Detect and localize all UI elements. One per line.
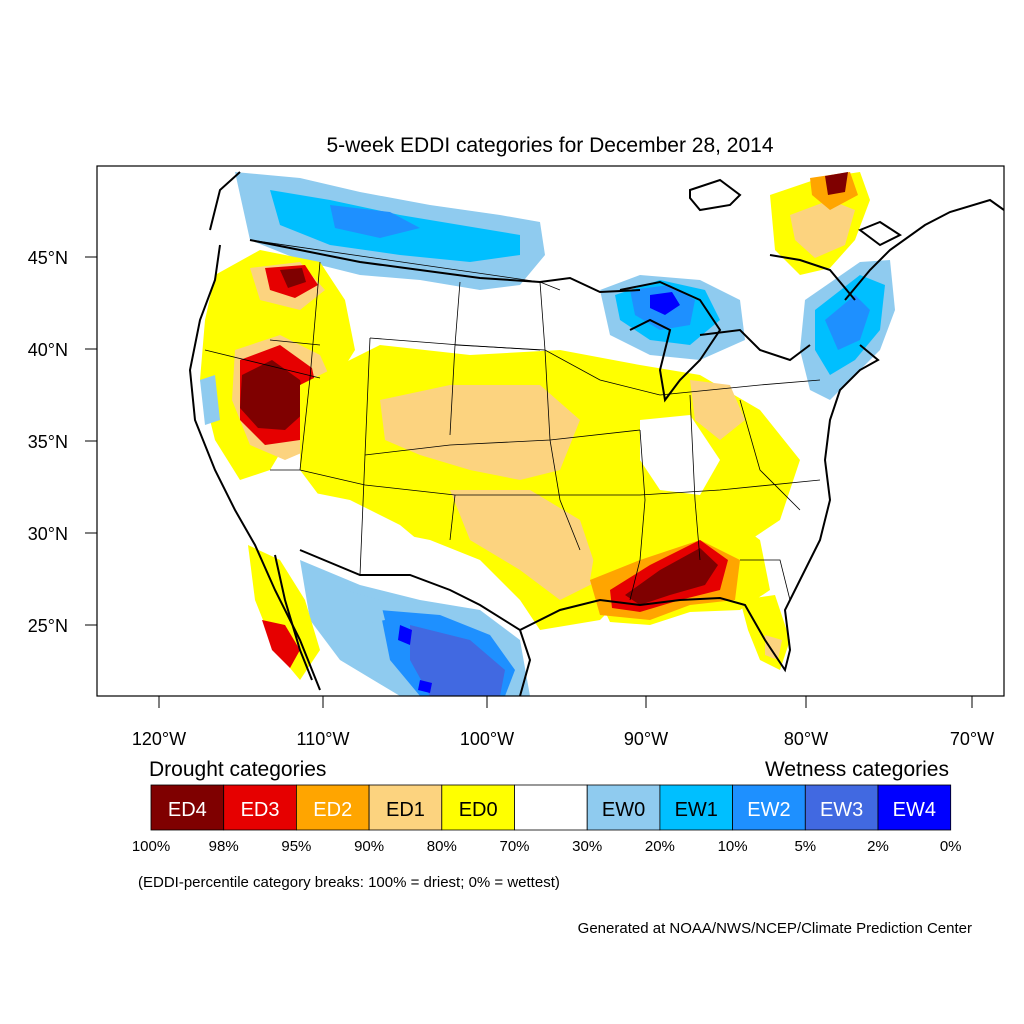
legend-label-ed2: ED2 (313, 799, 352, 821)
legend-label-ed3: ED3 (241, 799, 280, 821)
legend-breaks: 100% 98% 95% 90% 80% 70% 30% 20% 10% 5% 2% 0% (132, 838, 962, 855)
legend-break-label: 5% (794, 838, 816, 855)
state-boundaries (204, 239, 821, 601)
map-title: 5-week EDDI categories for December 28, … (326, 134, 773, 157)
lon-label: 70°W (950, 729, 994, 749)
lon-label: 100°W (460, 729, 514, 749)
legend-break-label: 2% (867, 838, 889, 855)
latitude-axis: 45°N 40°N 35°N 30°N 25°N (28, 248, 97, 636)
legend-break-label: 70% (499, 838, 529, 855)
credit-text: Generated at NOAA/NWS/NCEP/Climate Predi… (578, 920, 972, 937)
lat-label: 45°N (28, 248, 68, 268)
lon-label: 110°W (297, 729, 350, 749)
legend-break-label: 10% (718, 838, 748, 855)
legend-label-ew1: EW1 (675, 799, 718, 821)
legend-swatch-ed0 (441, 784, 515, 831)
legend-swatch-ew0 (586, 784, 661, 831)
legend-swatch-ed4 (150, 784, 225, 831)
legend-break-label: 30% (572, 838, 602, 855)
legend-swatch-ew1 (659, 784, 734, 831)
legend-swatch-ed2 (295, 784, 370, 831)
lat-label: 25°N (28, 616, 68, 636)
legend-break-label: 20% (645, 838, 675, 855)
legend-label-ed1: ED1 (386, 799, 425, 821)
legend-break-label: 90% (354, 838, 384, 855)
lon-label: 80°W (784, 729, 828, 749)
longitude-axis: 120°W 110°W 100°W 90°W 80°W 70°W (132, 696, 994, 749)
legend-break-label: 80% (427, 838, 457, 855)
legend-color-bar: ED4 ED3 ED2 ED1 ED0 EW0 EW1 EW2 EW3 EW4 (150, 784, 952, 831)
legend-break-label: 95% (281, 838, 311, 855)
legend-swatch-ed1 (368, 784, 443, 831)
legend-break-label: 100% (132, 838, 170, 855)
legend-swatch-ed3 (223, 784, 297, 831)
legend-swatch-ew4 (877, 784, 952, 831)
lat-label: 30°N (28, 524, 68, 544)
lon-label: 120°W (132, 729, 186, 749)
legend-swatch-ew3 (804, 784, 879, 831)
legend-label-ed0: ED0 (459, 799, 498, 821)
legend-break-label: 0% (940, 838, 962, 855)
legend-swatch-ew2 (732, 784, 806, 831)
lat-label: 35°N (28, 432, 68, 452)
legend-label-ew3: EW3 (820, 799, 863, 821)
legend-label-ew2: EW2 (747, 799, 790, 821)
map-panel (97, 166, 1004, 696)
legend-swatch-neutral (514, 784, 588, 831)
legend-wetness-title: Wetness categories (765, 758, 949, 781)
legend-label-ew0: EW0 (602, 799, 645, 821)
legend-label-ew4: EW4 (893, 799, 936, 821)
legend-note: (EDDI-percentile category breaks: 100% =… (138, 874, 560, 891)
lat-label: 40°N (28, 340, 68, 360)
coastlines (188, 171, 1004, 696)
lon-label: 90°W (624, 729, 668, 749)
legend-break-label: 98% (209, 838, 239, 855)
legend-drought-title: Drought categories (149, 758, 326, 781)
legend-label-ed4: ED4 (168, 799, 207, 821)
legend: Drought categories Wetness categories ED… (132, 758, 962, 891)
map-frame (96, 165, 1005, 697)
